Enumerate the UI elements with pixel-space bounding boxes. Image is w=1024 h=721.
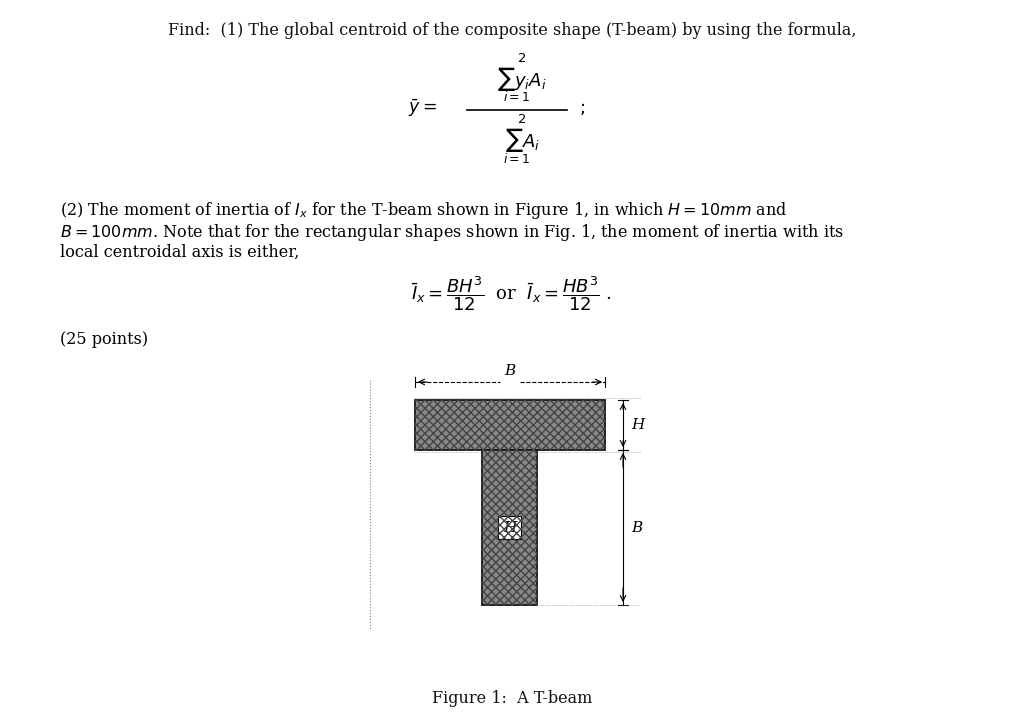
Text: $\bar{I}_x = \dfrac{BH^3}{12}$  or  $\bar{I}_x = \dfrac{HB^3}{12}$ .: $\bar{I}_x = \dfrac{BH^3}{12}$ or $\bar{… <box>412 274 612 313</box>
Text: $i{=}1$: $i{=}1$ <box>503 90 530 104</box>
Text: (2) The moment of inertia of $I_x$ for the T-beam shown in Figure 1, in which $H: (2) The moment of inertia of $I_x$ for t… <box>60 200 787 221</box>
Text: H: H <box>631 418 644 432</box>
Text: local centroidal axis is either,: local centroidal axis is either, <box>60 244 299 261</box>
Bar <box>415 400 605 450</box>
Text: (25 points): (25 points) <box>60 331 148 348</box>
Text: $;$: $;$ <box>579 99 585 117</box>
Text: Figure 1:  A T-beam: Figure 1: A T-beam <box>432 690 592 707</box>
Text: B: B <box>631 521 642 534</box>
Bar <box>415 400 605 450</box>
Text: $2$: $2$ <box>517 113 526 126</box>
Text: Find:  (1) The global centroid of the composite shape (T-beam) by using the form: Find: (1) The global centroid of the com… <box>168 22 856 39</box>
Bar <box>482 450 537 605</box>
Text: $B = 100mm$. Note that for the rectangular shapes shown in Fig. 1, the moment of: $B = 100mm$. Note that for the rectangul… <box>60 222 844 243</box>
Text: $\sum y_i A_i$: $\sum y_i A_i$ <box>498 65 547 93</box>
Text: $2$: $2$ <box>517 52 526 65</box>
Text: $i{=}1$: $i{=}1$ <box>503 152 530 166</box>
Text: $\bar{y} =$: $\bar{y} =$ <box>409 97 437 119</box>
Text: B: B <box>505 364 516 378</box>
Text: $\sum A_i$: $\sum A_i$ <box>505 126 540 154</box>
Text: H: H <box>503 521 516 534</box>
Bar <box>482 450 537 605</box>
